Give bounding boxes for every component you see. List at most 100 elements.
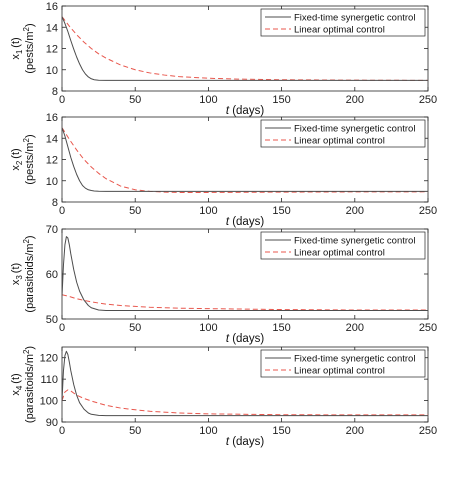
y-label-close: ): [24, 346, 36, 350]
y-axis-label-variable: x4 (t): [10, 373, 24, 395]
legend-label: Fixed-time synergetic control: [294, 124, 415, 135]
y-tick-label: 70: [46, 224, 58, 236]
x-axis-label-unit: (days): [229, 216, 264, 228]
x-axis-label: t (days): [226, 333, 265, 345]
x-tick-label: 0: [59, 322, 65, 334]
series-line-linear-optimal: [62, 127, 428, 193]
y-label-unit: (parasitoids/m: [24, 354, 36, 423]
y-axis-label-variable: x1 (t): [10, 37, 24, 59]
series-line-fixed-time: [62, 127, 428, 192]
x-tick-label: 200: [346, 322, 364, 334]
series-line-linear-optimal: [62, 16, 428, 81]
x-axis-label-var: t: [226, 333, 230, 345]
x-axis-label: t (days): [226, 436, 265, 448]
y-tick-label: 8: [52, 197, 58, 209]
y-axis-label-variable: x2 (t): [10, 148, 24, 170]
y-label-unit: (parasitoids/m: [24, 244, 36, 313]
x-axis-label-var: t: [226, 436, 230, 448]
y-label-superscript: 2: [22, 137, 31, 142]
y-label-var: x: [10, 390, 22, 396]
x-tick-label: 250: [419, 425, 437, 437]
x-axis-label-unit: (days): [229, 436, 264, 448]
x-axis-label-unit: (days): [229, 333, 264, 345]
y-label-unit: (pests/m: [24, 31, 36, 73]
y-label-arg: (t): [10, 148, 22, 158]
y-tick-label: 8: [52, 86, 58, 98]
y-tick-label: 12: [46, 44, 58, 56]
x-tick-label: 50: [129, 425, 141, 437]
x-axis-label: t (days): [226, 216, 265, 228]
y-label-subscript: 2: [15, 160, 24, 165]
x-axis-label-var: t: [226, 216, 230, 228]
y-tick-label: 14: [46, 22, 58, 34]
y-axis-label-unit: (pests/m2): [22, 134, 36, 184]
y-label-arg: (t): [10, 373, 22, 383]
x-tick-label: 150: [272, 322, 290, 334]
legend-box: [260, 8, 426, 37]
y-label-subscript: 3: [15, 275, 24, 280]
y-label-subscript: 1: [15, 49, 24, 54]
y-tick-label: 12: [46, 155, 58, 167]
y-tick-label: 10: [46, 65, 58, 77]
x-tick-label: 150: [272, 205, 290, 217]
y-label-var: x: [10, 165, 22, 171]
y-label-superscript: 2: [22, 349, 31, 354]
x-tick-label: 50: [129, 205, 141, 217]
legend-label: Linear optimal control: [294, 136, 385, 147]
y-tick-label: 90: [46, 417, 58, 429]
x-axis-label: t (days): [226, 105, 265, 117]
y-tick-label: 10: [46, 176, 58, 188]
x-tick-label: 200: [346, 425, 364, 437]
x-tick-label: 100: [199, 94, 217, 106]
series-line-fixed-time: [62, 236, 428, 311]
y-label-close: ): [24, 235, 36, 239]
x-tick-label: 250: [419, 322, 437, 334]
y-axis-label-unit: (pests/m2): [22, 23, 36, 73]
x-tick-label: 150: [272, 425, 290, 437]
y-label-subscript: 4: [15, 385, 24, 390]
x-axis-label-var: t: [226, 105, 230, 117]
x-tick-label: 200: [346, 94, 364, 106]
y-tick-label: 14: [46, 133, 58, 145]
y-tick-label: 50: [46, 314, 58, 326]
x-tick-label: 0: [59, 94, 65, 106]
y-label-var: x: [10, 54, 22, 60]
y-tick-label: 16: [46, 112, 58, 124]
chart-panel-1: 0 50 100 150 200 250 8 10 12 14 16 t (days) x1 (t) (pe…: [10, 1, 437, 117]
x-tick-label: 100: [199, 322, 217, 334]
x-tick-label: 250: [419, 94, 437, 106]
y-label-close: ): [24, 23, 36, 27]
legend-box: [260, 349, 426, 378]
x-tick-label: 250: [419, 205, 437, 217]
legend-box: [260, 119, 426, 148]
y-label-arg: (t): [10, 263, 22, 273]
y-tick-label: 16: [46, 1, 58, 13]
series-line-linear-optimal: [62, 389, 428, 416]
series-line-fixed-time: [62, 16, 428, 81]
x-axis-label-unit: (days): [229, 105, 264, 117]
x-tick-label: 50: [129, 94, 141, 106]
y-axis-label-unit: (parasitoids/m2): [22, 346, 36, 423]
series-line-fixed-time: [62, 350, 428, 417]
x-tick-label: 0: [59, 205, 65, 217]
y-label-arg: (t): [10, 37, 22, 47]
x-tick-label: 150: [272, 94, 290, 106]
y-tick-label: 110: [40, 374, 58, 386]
y-axis-label-variable: x3 (t): [10, 263, 24, 285]
x-tick-label: 200: [346, 205, 364, 217]
y-label-superscript: 2: [22, 26, 31, 31]
legend-label: Fixed-time synergetic control: [294, 13, 415, 24]
y-label-var: x: [10, 279, 22, 285]
legend-label: Linear optimal control: [294, 25, 385, 36]
legend-label: Linear optimal control: [294, 366, 385, 377]
x-tick-label: 0: [59, 425, 65, 437]
y-label-close: ): [24, 134, 36, 138]
y-tick-label: 60: [46, 269, 58, 281]
legend-label: Linear optimal control: [294, 248, 385, 259]
